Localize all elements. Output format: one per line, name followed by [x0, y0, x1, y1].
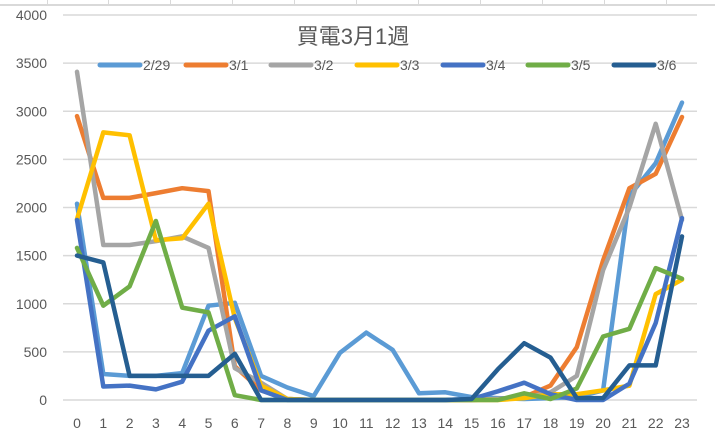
- y-tick-label: 1000: [16, 296, 47, 312]
- legend-label: 3/1: [229, 57, 249, 73]
- y-axis-labels: 0 500 1000 1500 2000 2500 3000 3500 4000: [16, 7, 47, 408]
- spreadsheet-column-divider: [108, 0, 109, 4]
- x-tick-label: 0: [73, 415, 81, 431]
- x-tick-label: 3: [152, 415, 160, 431]
- x-tick-label: 1: [99, 415, 107, 431]
- y-tick-label: 1500: [16, 248, 47, 264]
- x-tick-label: 12: [385, 415, 401, 431]
- legend-label: 3/6: [657, 57, 677, 73]
- spreadsheet-column-divider: [232, 0, 233, 4]
- x-tick-label: 16: [490, 415, 506, 431]
- series-line-2-29: [74, 100, 685, 402]
- legend-item-2-29: 2/29: [97, 57, 170, 73]
- series-lines: [74, 69, 685, 403]
- spreadsheet-column-divider: [480, 0, 481, 4]
- legend-label: 2/29: [143, 57, 170, 73]
- spreadsheet-column-divider: [47, 0, 48, 4]
- x-tick-label: 22: [648, 415, 664, 431]
- x-tick-label: 11: [359, 415, 374, 431]
- series-line-3-6: [74, 234, 685, 403]
- legend-item-3-5: 3/5: [525, 57, 591, 73]
- y-tick-label: 3500: [16, 55, 47, 71]
- x-tick-label: 17: [516, 415, 532, 431]
- spreadsheet-column-divider: [542, 0, 543, 4]
- x-tick-label: 14: [437, 415, 453, 431]
- spreadsheet-column-divider: [666, 0, 667, 4]
- x-tick-label: 21: [622, 415, 638, 431]
- legend-item-3-1: 3/1: [183, 57, 249, 73]
- x-tick-label: 15: [464, 415, 480, 431]
- x-tick-label: 2: [126, 415, 134, 431]
- x-tick-label: 9: [310, 415, 318, 431]
- spreadsheet-column-header-strip: [0, 0, 715, 6]
- y-tick-label: 0: [39, 392, 47, 408]
- x-tick-label: 5: [205, 415, 213, 431]
- spreadsheet-column-divider: [170, 0, 171, 4]
- legend: 2/29 3/1 3/2 3/3 3/4 3/5 3/6: [97, 57, 677, 73]
- chart-title: 買電3月1週: [297, 24, 409, 49]
- x-tick-label: 8: [284, 415, 292, 431]
- series-line-3-2: [74, 69, 685, 403]
- legend-label: 3/4: [486, 57, 506, 73]
- spreadsheet-column-divider: [294, 0, 295, 4]
- legend-item-3-3: 3/3: [354, 57, 420, 73]
- legend-label: 3/5: [571, 57, 591, 73]
- y-tick-label: 2500: [16, 151, 47, 167]
- y-tick-label: 500: [24, 344, 48, 360]
- spreadsheet-column-divider: [604, 0, 605, 4]
- legend-label: 3/3: [400, 57, 420, 73]
- legend-label: 3/2: [314, 57, 334, 73]
- x-tick-label: 6: [231, 415, 239, 431]
- x-tick-label: 23: [674, 415, 690, 431]
- legend-item-3-4: 3/4: [440, 57, 506, 73]
- legend-item-3-6: 3/6: [611, 57, 677, 73]
- x-tick-label: 13: [411, 415, 427, 431]
- x-tick-label: 19: [569, 415, 585, 431]
- x-tick-label: 7: [257, 415, 265, 431]
- x-axis-labels: 0 1 2 3 4 5 6 7 8 9 10 11 12 13 14 15 16 17 18 19 20 21 22 23: [73, 415, 690, 431]
- y-tick-label: 4000: [16, 7, 47, 23]
- x-tick-label: 4: [178, 415, 186, 431]
- spreadsheet-column-divider: [356, 0, 357, 4]
- x-tick-label: 10: [332, 415, 348, 431]
- y-tick-label: 2000: [16, 200, 47, 216]
- spreadsheet-column-divider: [418, 0, 419, 4]
- y-tick-label: 3000: [16, 103, 47, 119]
- x-tick-label: 18: [543, 415, 559, 431]
- x-tick-label: 20: [595, 415, 611, 431]
- legend-item-3-2: 3/2: [268, 57, 334, 73]
